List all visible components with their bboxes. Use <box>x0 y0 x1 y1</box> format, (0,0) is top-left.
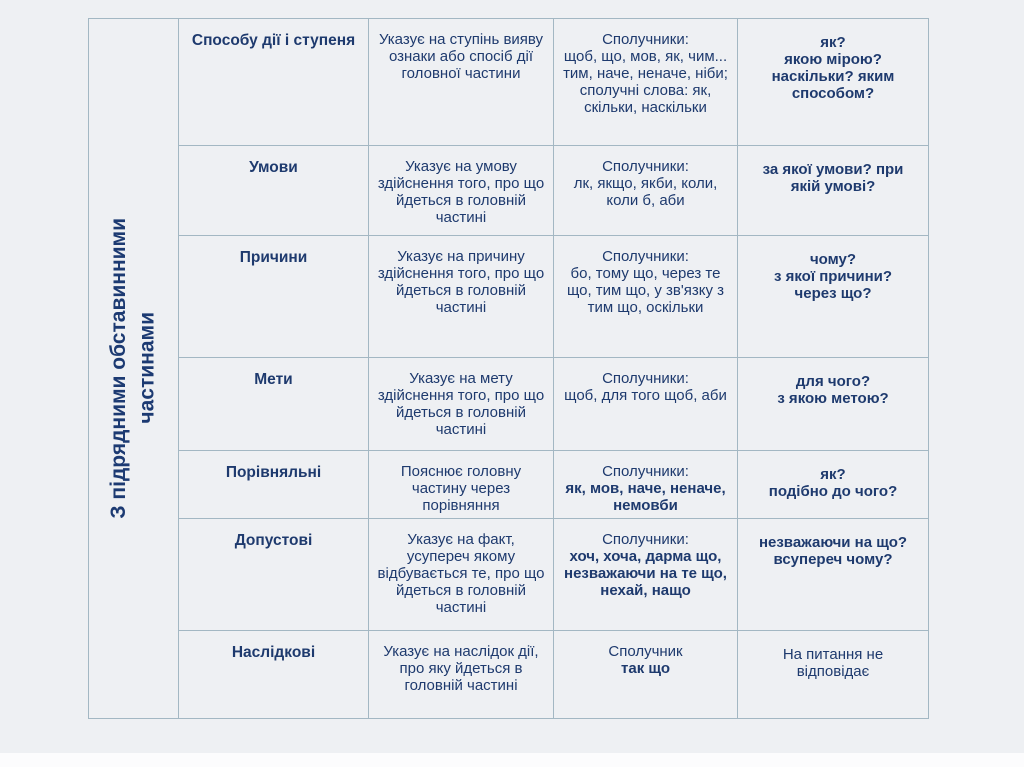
questions-cell: як? якою мірою? наскільки? яким способом… <box>738 19 929 146</box>
meaning-cell: Указує на факт, усупереч якому відбуваєт… <box>369 519 554 631</box>
conjunctions-cell: Сполучники: як, мов, наче, неначе, немов… <box>554 451 738 519</box>
questions-cell: На питання не відповідає <box>738 631 929 719</box>
subordinate-clauses-table: З підрядними обставинними частинами Спос… <box>88 18 929 719</box>
meaning-cell: Указує на мету здійснення того, про що й… <box>369 358 554 451</box>
clause-type-cell: Допустові <box>179 519 369 631</box>
conjunctions-cell: Сполучники: бо, тому що, через те що, ти… <box>554 236 738 358</box>
conjunctions-cell: Сполучники: хоч, хоча, дарма що, незважа… <box>554 519 738 631</box>
conjunctions-label: Сполучники: <box>602 370 689 387</box>
conjunctions-list: так що <box>621 659 670 677</box>
conjunctions-label: Сполучники: <box>602 31 689 48</box>
clause-type-cell: Причини <box>179 236 369 358</box>
meaning-cell: Указує на умову здійснення того, про що … <box>369 146 554 236</box>
conjunctions-label: Сполучники: <box>602 463 689 480</box>
meaning-cell: Указує на причину здійснення того, про щ… <box>369 236 554 358</box>
conjunctions-label: Сполучник <box>608 643 683 660</box>
clause-type-cell: Способу дії і ступеня <box>179 19 369 146</box>
questions-cell: за якої умови? при якій умові? <box>738 146 929 236</box>
bottom-margin <box>0 753 1024 767</box>
clause-type-cell: Порівняльні <box>179 451 369 519</box>
conjunctions-label: Сполучники: <box>602 158 689 175</box>
conjunctions-cell: Сполучники: щоб, для того щоб, аби <box>554 358 738 451</box>
meaning-cell: Пояснює головну частину через порівняння <box>369 451 554 519</box>
questions-cell: як? подібно до чого? <box>738 451 929 519</box>
conjunctions-list: як, мов, наче, неначе, немовби <box>565 479 726 514</box>
conjunctions-list: бо, тому що, через те що, тим що, у зв'я… <box>566 264 725 316</box>
questions-cell: для чого? з якою метою? <box>738 358 929 451</box>
clause-type-cell: Наслідкові <box>179 631 369 719</box>
conjunctions-cell: Сполучники: лк, якщо, якби, коли, коли б… <box>554 146 738 236</box>
questions-cell: чому? з якої причини? через що? <box>738 236 929 358</box>
meaning-cell: Указує на ступінь вияву ознаки або спосі… <box>369 19 554 146</box>
conjunctions-label: Сполучники: <box>602 531 689 548</box>
conjunctions-list: щоб, для того щоб, аби <box>564 386 727 404</box>
conjunctions-cell: Сполучники: щоб, що, мов, як, чим... тим… <box>554 19 738 146</box>
conjunctions-list: хоч, хоча, дарма що, незважаючи на те що… <box>564 547 727 599</box>
meaning-cell: Указує на наслідок дії, про яку йдеться … <box>369 631 554 719</box>
clause-type-cell: Умови <box>179 146 369 236</box>
clause-type-cell: Мети <box>179 358 369 451</box>
side-label-text: З підрядними обставинними частинами <box>107 218 159 519</box>
side-label-cell: З підрядними обставинними частинами <box>89 19 179 719</box>
questions-cell: незважаючи на що? всупереч чому? <box>738 519 929 631</box>
conjunctions-label: Сполучники: <box>602 248 689 265</box>
conjunctions-list: щоб, що, мов, як, чим... тим, наче, нена… <box>563 47 728 116</box>
conjunctions-cell: Сполучник так що <box>554 631 738 719</box>
conjunctions-list: лк, якщо, якби, коли, коли б, аби <box>573 174 718 209</box>
